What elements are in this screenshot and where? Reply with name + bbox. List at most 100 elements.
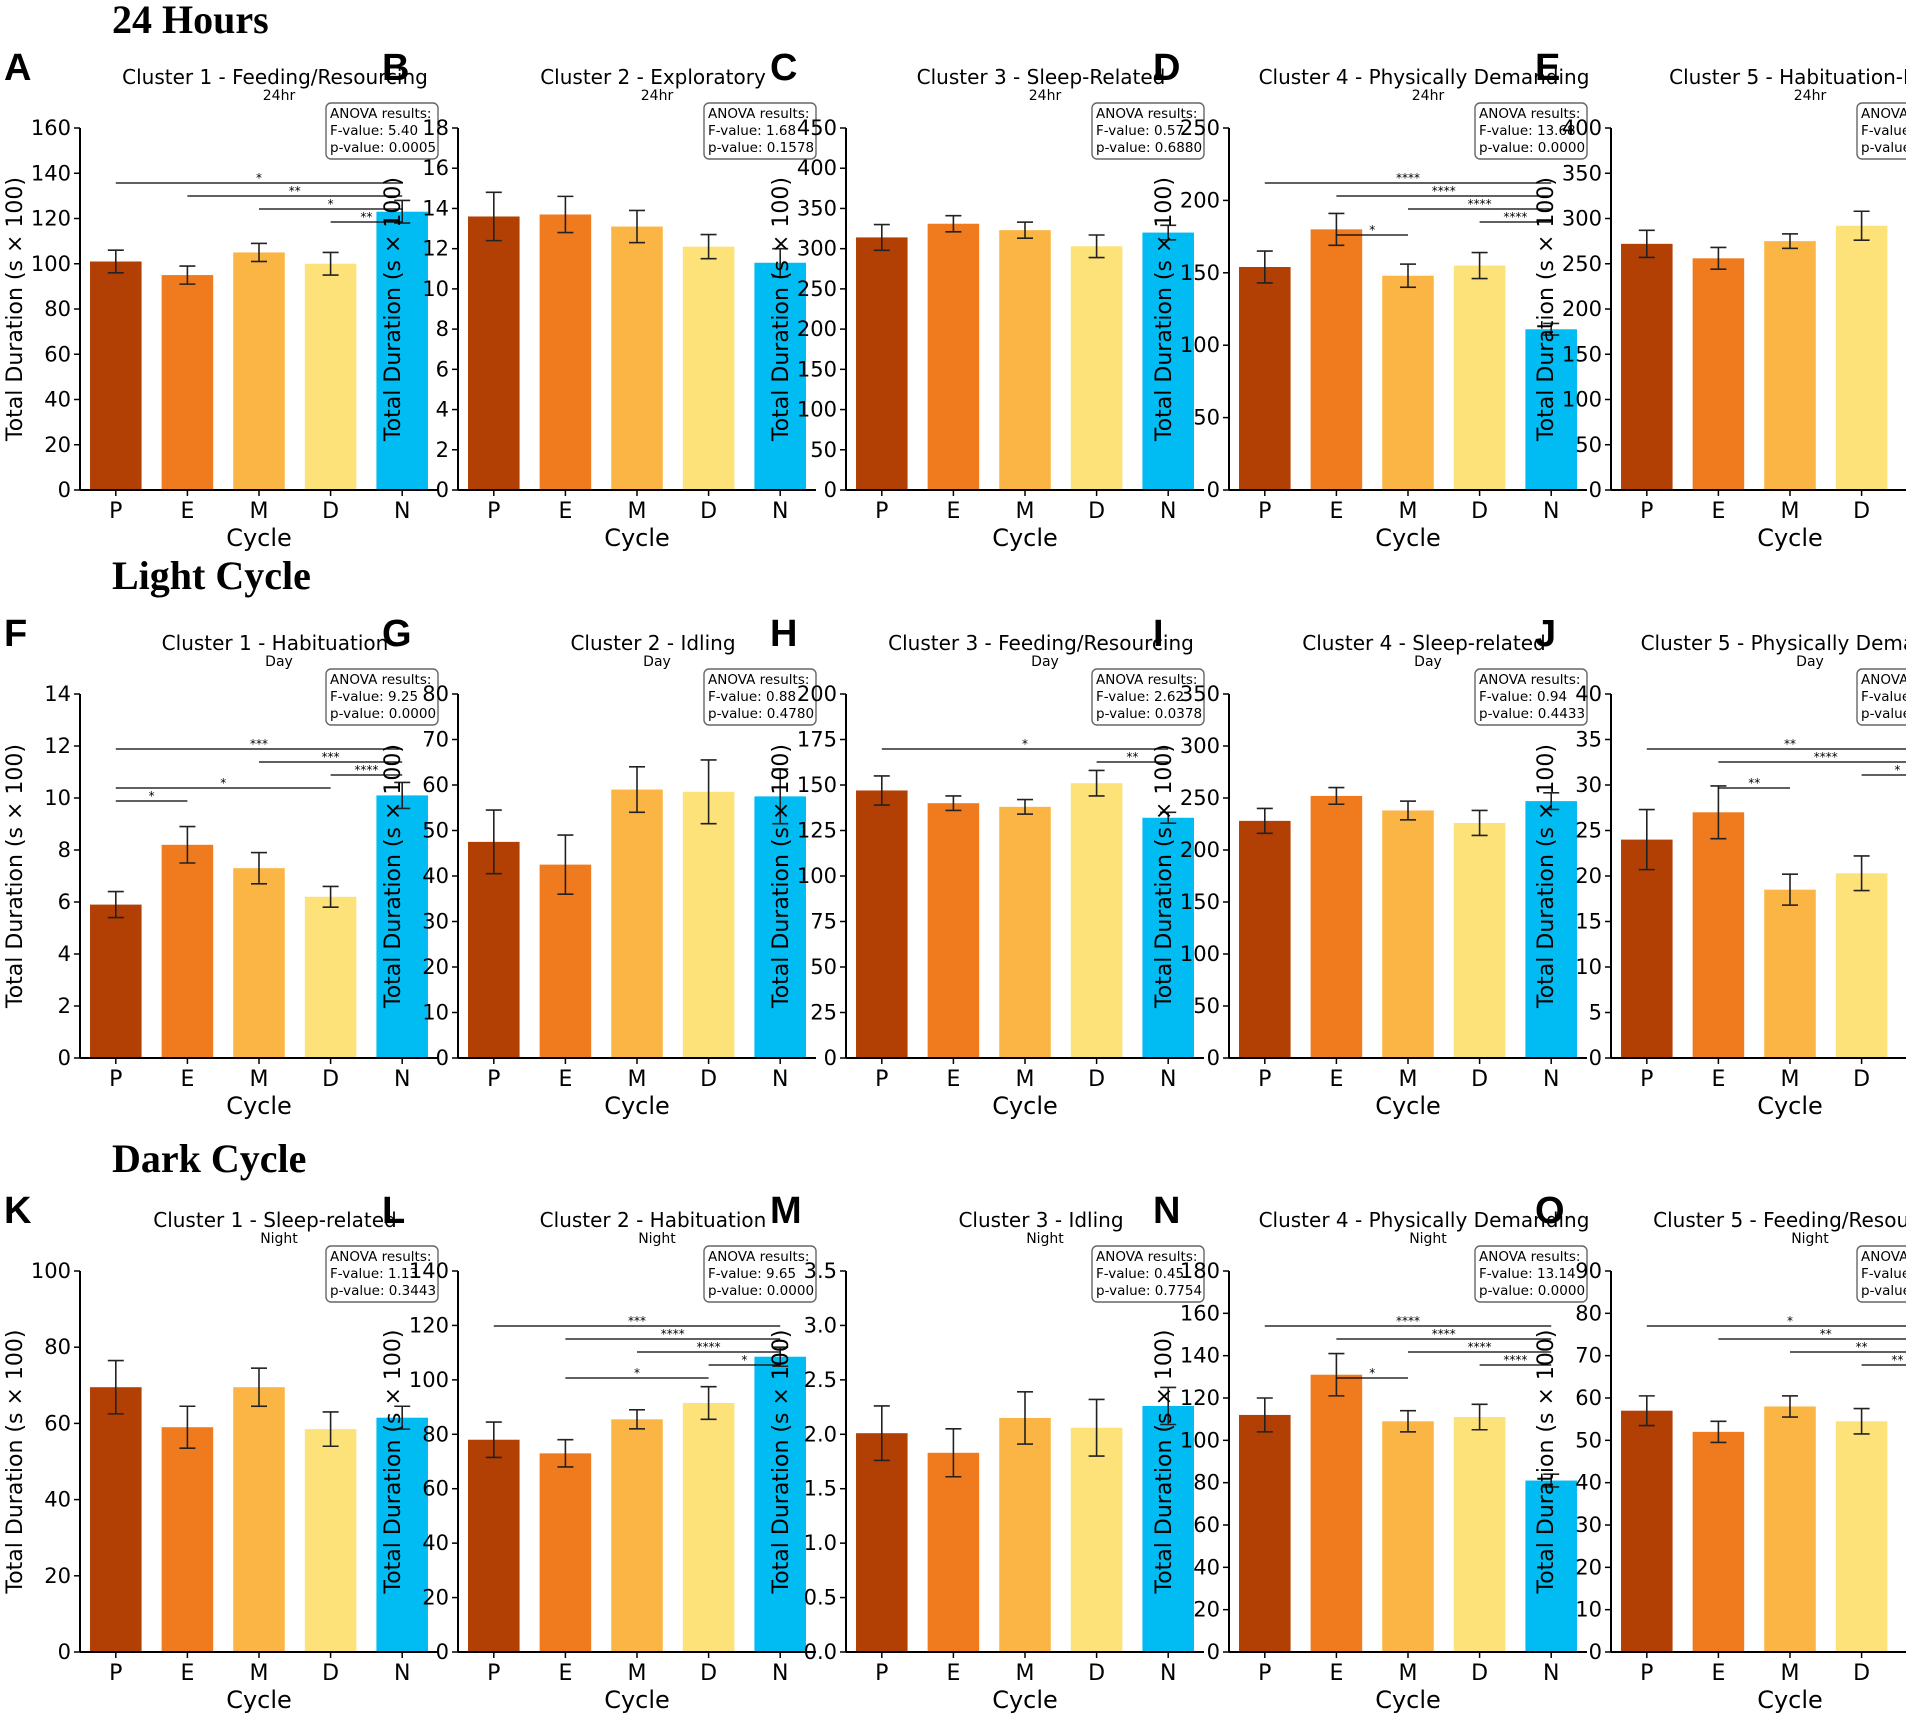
svg-text:**: ** xyxy=(1748,776,1760,790)
x-tick-label-D: D xyxy=(322,1067,339,1092)
chart-subtitle: Night xyxy=(1026,1231,1064,1247)
chart-title: Cluster 3 - Idling xyxy=(958,1208,1123,1232)
x-tick-label-D: D xyxy=(700,499,717,524)
y-axis-label: Total Duration (s × 100) xyxy=(1152,177,1177,442)
error-bar-M xyxy=(1782,873,1798,906)
y-tick-label: 100 xyxy=(1562,388,1602,412)
x-tick-label-M: M xyxy=(1016,1661,1035,1686)
error-bar-D xyxy=(1471,809,1488,837)
y-tick-label: 400 xyxy=(1562,116,1602,140)
anova-line: F-value: 5.48 xyxy=(1861,1266,1906,1282)
x-tick-label-M: M xyxy=(628,1661,647,1686)
anova-box: ANOVA results:F-value: 0.94p-value: 0.44… xyxy=(1474,668,1588,726)
x-tick-label-N: N xyxy=(1160,499,1176,524)
y-tick-label: 0 xyxy=(436,1640,449,1664)
error-bar-M xyxy=(1017,798,1033,815)
y-tick-label: 10 xyxy=(1575,955,1602,979)
chart-subtitle: 24hr xyxy=(1412,88,1445,104)
bar-M xyxy=(1764,1406,1816,1652)
error-bar-P xyxy=(1256,807,1273,835)
bar-D xyxy=(304,896,357,1058)
y-tick-label: 4 xyxy=(436,398,449,422)
x-tick-label-M: M xyxy=(1399,1661,1418,1686)
y-tick-label: 160 xyxy=(1180,1301,1220,1325)
x-tick-label-D: D xyxy=(1853,1067,1870,1092)
chart-subtitle: 24hr xyxy=(1794,88,1827,104)
y-tick-label: 60 xyxy=(44,342,71,366)
y-tick-label: 2.5 xyxy=(804,1368,837,1392)
error-bar-D xyxy=(1853,855,1870,892)
svg-text:****: **** xyxy=(661,1327,685,1341)
y-tick-label: 0.5 xyxy=(804,1586,837,1610)
y-tick-label: 250 xyxy=(1180,786,1220,810)
panel-letter: F xyxy=(4,613,27,655)
anova-line: p-value: 0.0002 xyxy=(1861,706,1906,722)
y-tick-label: 3.0 xyxy=(804,1313,837,1337)
y-axis-label: Total Duration (s × 100) xyxy=(3,744,28,1009)
y-tick-label: 350 xyxy=(1180,682,1220,706)
significance-line: * xyxy=(259,197,403,211)
svg-text:*: * xyxy=(1022,737,1028,751)
error-bar-P xyxy=(485,1421,502,1459)
error-bar-E xyxy=(945,795,962,812)
y-tick-label: 6 xyxy=(58,890,71,914)
anova-box: ANOVA results:F-value: 13.68p-value: 0.0… xyxy=(1474,102,1588,160)
bar-M xyxy=(233,1387,285,1652)
significance-line: **** xyxy=(1264,1314,1552,1328)
significance-line: *** xyxy=(115,737,403,751)
significance-line: ** xyxy=(330,210,403,224)
bar-P xyxy=(1621,1410,1673,1652)
error-bar-D xyxy=(1471,251,1488,280)
y-tick-label: 70 xyxy=(1575,1344,1602,1368)
y-tick-label: 70 xyxy=(422,728,449,752)
panel-letter: D xyxy=(1153,47,1180,89)
anova-line: F-value: 0.94 xyxy=(1479,689,1567,705)
error-bar-D xyxy=(1088,234,1105,259)
x-tick-label-P: P xyxy=(1640,1067,1653,1092)
svg-text:**: ** xyxy=(289,184,301,198)
svg-text:*: * xyxy=(1894,763,1900,777)
x-tick-label-E: E xyxy=(1711,499,1725,524)
svg-text:***: *** xyxy=(628,1314,646,1328)
anova-line: p-value: 0.0005 xyxy=(330,140,436,156)
anova-line: p-value: 0.0000 xyxy=(708,1283,814,1299)
y-tick-label: 40 xyxy=(44,388,71,412)
svg-text:****: **** xyxy=(1432,184,1456,198)
y-tick-label: 30 xyxy=(1575,1513,1602,1537)
error-bar-N xyxy=(772,768,789,825)
x-tick-label-P: P xyxy=(487,499,500,524)
error-bar-P xyxy=(1638,808,1655,871)
svg-text:****: **** xyxy=(1432,1327,1456,1341)
y-tick-label: 16 xyxy=(422,156,449,180)
y-tick-label: 150 xyxy=(1180,261,1220,285)
error-bar-M xyxy=(1017,221,1033,240)
error-bar-N xyxy=(394,1405,411,1430)
bar-M xyxy=(1764,889,1816,1058)
significance-line: **** xyxy=(1336,184,1552,198)
significance-line: * xyxy=(565,1366,709,1380)
bar-E xyxy=(161,844,214,1058)
x-axis-label: Cycle xyxy=(604,1092,670,1120)
bar-E xyxy=(927,223,980,490)
error-bar-P xyxy=(1638,229,1655,259)
error-bar-E xyxy=(945,1428,962,1478)
y-tick-label: 12 xyxy=(44,734,71,758)
anova-line: p-value: 0.3130 xyxy=(1861,140,1906,156)
error-bar-M xyxy=(629,765,645,814)
anova-line: ANOVA results: xyxy=(330,672,431,688)
y-tick-label: 0 xyxy=(824,1046,837,1070)
svg-text:*: * xyxy=(220,776,226,790)
y-tick-label: 40 xyxy=(422,1531,449,1555)
y-tick-label: 60 xyxy=(422,1477,449,1501)
y-tick-label: 250 xyxy=(1562,252,1602,276)
svg-text:****: **** xyxy=(354,763,378,777)
y-tick-label: 5 xyxy=(1589,1001,1602,1025)
anova-line: F-value: 5.40 xyxy=(330,123,418,139)
chart-title: Cluster 2 - Idling xyxy=(570,631,735,655)
chart-panel-E: E Cluster 5 - Habituation-Like24hr 0 50 100 1… xyxy=(1534,47,1906,552)
chart-subtitle: Night xyxy=(1791,1231,1829,1247)
x-tick-label-M: M xyxy=(1399,499,1418,524)
bar-E xyxy=(161,275,214,490)
